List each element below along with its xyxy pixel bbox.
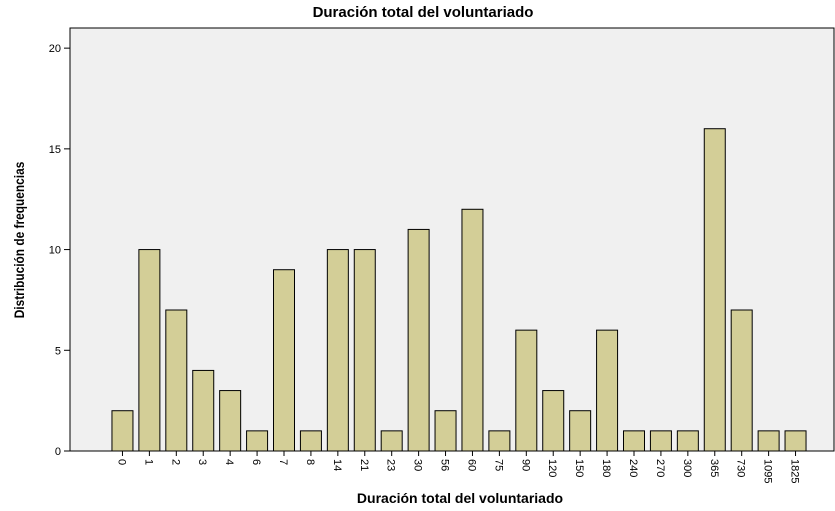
x-tick-label: 120: [546, 459, 558, 477]
bar: [515, 329, 538, 452]
x-tick-label: 1095: [762, 459, 774, 483]
bar: [138, 249, 161, 452]
x-axis-title: Duración total del voluntariado: [357, 490, 563, 506]
x-tick-label: 0: [115, 459, 127, 465]
x-tick-label: 1: [142, 459, 154, 465]
bar: [192, 369, 215, 452]
x-tick-label: 30: [412, 459, 424, 471]
bar: [784, 430, 807, 452]
y-axis-title: Distribución de frequencias: [11, 162, 27, 319]
bar: [353, 249, 376, 452]
bar: [326, 249, 349, 452]
x-tick-label: 8: [304, 459, 316, 465]
bar: [219, 390, 242, 452]
bar: [461, 208, 484, 452]
x-tick-label: 730: [735, 459, 747, 477]
bar: [299, 430, 322, 452]
x-tick-label: 300: [681, 459, 693, 477]
x-tick-label: 240: [627, 459, 639, 477]
x-tick-label: 7: [277, 459, 289, 465]
bar: [730, 309, 753, 452]
x-tick-label: 3: [196, 459, 208, 465]
y-tick-label: 5: [55, 345, 61, 357]
bar: [676, 430, 699, 452]
x-tick-label: 14: [331, 459, 343, 471]
bar: [380, 430, 403, 452]
x-tick-label: 4: [223, 459, 235, 465]
x-tick-label: 1825: [789, 459, 801, 483]
bar: [703, 128, 726, 452]
bar: [165, 309, 188, 452]
bar: [488, 430, 511, 452]
bar: [542, 390, 565, 452]
bar: [623, 430, 645, 452]
bar: [246, 430, 269, 452]
bar: [649, 430, 672, 452]
y-tick-label: 0: [55, 446, 61, 458]
bar: [111, 410, 134, 452]
x-tick-label: 60: [465, 459, 477, 471]
x-tick-label: 2: [169, 459, 181, 465]
x-tick-label: 365: [708, 459, 720, 477]
y-tick-label: 10: [49, 245, 61, 257]
bar: [407, 228, 430, 452]
x-tick-label: 75: [492, 459, 504, 471]
bar: [757, 430, 780, 452]
x-tick-label: 90: [519, 459, 531, 471]
x-tick-label: 56: [439, 459, 451, 471]
y-tick-label: 20: [49, 43, 61, 55]
bar: [273, 269, 295, 452]
bar: [596, 329, 619, 452]
bar: [434, 410, 457, 452]
bar: [569, 410, 592, 452]
x-tick-label: 23: [385, 459, 397, 471]
x-tick-label: 180: [600, 459, 612, 477]
chart-title: Duración total del voluntariado: [313, 4, 534, 21]
x-tick-label: 6: [250, 459, 262, 465]
x-tick-label: 150: [573, 459, 585, 477]
x-tick-label: 21: [358, 459, 370, 471]
y-tick-label: 15: [49, 144, 61, 156]
x-tick-label: 270: [654, 459, 666, 477]
